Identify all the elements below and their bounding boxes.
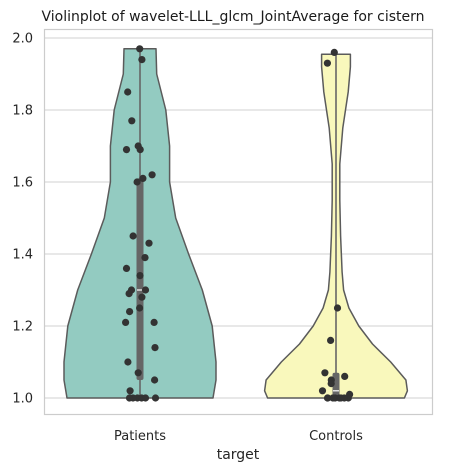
data-point <box>318 387 327 395</box>
violins <box>63 48 409 399</box>
data-point <box>151 376 159 384</box>
data-point <box>136 45 144 53</box>
x-tick-labels: Patients Controls <box>114 429 363 444</box>
data-point <box>122 146 131 154</box>
data-point <box>151 394 160 402</box>
data-points <box>122 45 354 402</box>
data-point <box>327 380 335 388</box>
data-point <box>330 48 338 57</box>
data-point <box>148 171 156 179</box>
data-point <box>145 239 153 247</box>
data-point <box>122 264 131 272</box>
data-point <box>139 174 147 182</box>
data-point <box>134 369 142 377</box>
y-tick-label: 2.0 <box>12 32 33 47</box>
data-point <box>141 286 150 294</box>
plot-frame <box>43 28 434 416</box>
data-point <box>321 369 329 377</box>
data-point <box>122 318 130 326</box>
data-point <box>141 394 150 402</box>
data-point <box>333 304 342 312</box>
data-point <box>129 232 137 240</box>
data-point <box>125 290 133 298</box>
data-point <box>138 56 146 64</box>
y-tick-label: 1.4 <box>12 248 33 263</box>
y-tick-labels: 1.0 1.2 1.4 1.6 1.8 2.0 <box>12 32 33 407</box>
data-point <box>141 254 149 262</box>
data-point <box>324 394 332 402</box>
violin-box <box>136 178 144 380</box>
data-point <box>327 336 335 344</box>
y-tick-label: 1.8 <box>12 104 33 119</box>
data-point <box>329 394 337 402</box>
chart-title: Violinplot of wavelet-LLL_glcm_JointAver… <box>41 9 424 25</box>
data-point <box>125 394 134 402</box>
data-point <box>341 372 349 380</box>
data-point <box>126 387 134 395</box>
data-point <box>136 146 144 154</box>
data-point <box>150 318 158 326</box>
x-axis-label: target <box>217 447 260 463</box>
y-tick-label: 1.6 <box>12 176 33 191</box>
data-point <box>133 178 141 186</box>
data-point <box>138 293 146 301</box>
data-point <box>136 304 144 312</box>
data-point <box>124 88 132 96</box>
data-point <box>126 308 134 316</box>
data-point <box>151 344 159 352</box>
y-tick-label: 1.2 <box>12 320 33 335</box>
data-point <box>337 394 345 402</box>
x-tick-label: Patients <box>114 429 166 444</box>
data-point <box>136 272 144 280</box>
data-point <box>323 59 331 67</box>
x-tick-label: Controls <box>309 429 363 444</box>
y-tick-label: 1.0 <box>12 392 33 407</box>
data-point <box>128 117 136 125</box>
data-point <box>124 358 132 366</box>
